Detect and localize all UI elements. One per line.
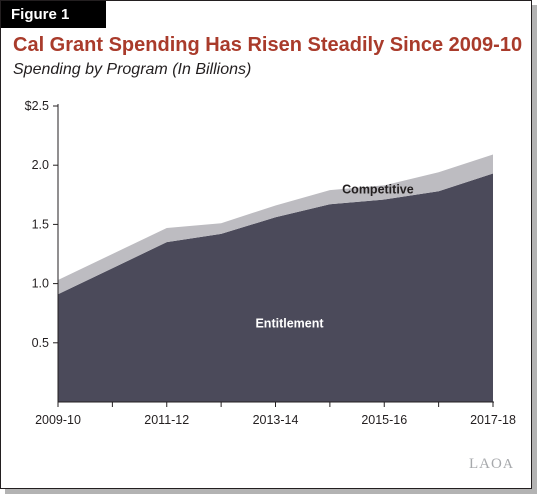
x-tick-label: 2013-14 xyxy=(253,413,299,427)
y-tick-label: 2.0 xyxy=(32,158,49,172)
figure-label: Figure 1 xyxy=(1,1,106,28)
y-tick-label: 0.5 xyxy=(32,336,49,350)
x-tick-label: 2009-10 xyxy=(35,413,81,427)
series-label-competitive: Competitive xyxy=(342,182,414,196)
chart-title: Cal Grant Spending Has Risen Steadily Si… xyxy=(13,34,523,56)
area-competitive xyxy=(58,154,493,295)
series-label-entitlement: Entitlement xyxy=(255,316,324,330)
lao-logo: LAOA xyxy=(469,456,514,472)
x-tick-label: 2017-18 xyxy=(470,413,516,427)
y-tick-label: $2.5 xyxy=(25,99,49,113)
y-tick-label: 1.5 xyxy=(32,217,49,231)
y-tick-label: 1.0 xyxy=(32,277,49,291)
area-entitlement xyxy=(58,173,493,402)
chart-subtitle: Spending by Program (In Billions) xyxy=(13,61,252,78)
x-tick-label: 2011-12 xyxy=(144,413,189,427)
x-tick-label: 2015-16 xyxy=(361,413,407,427)
